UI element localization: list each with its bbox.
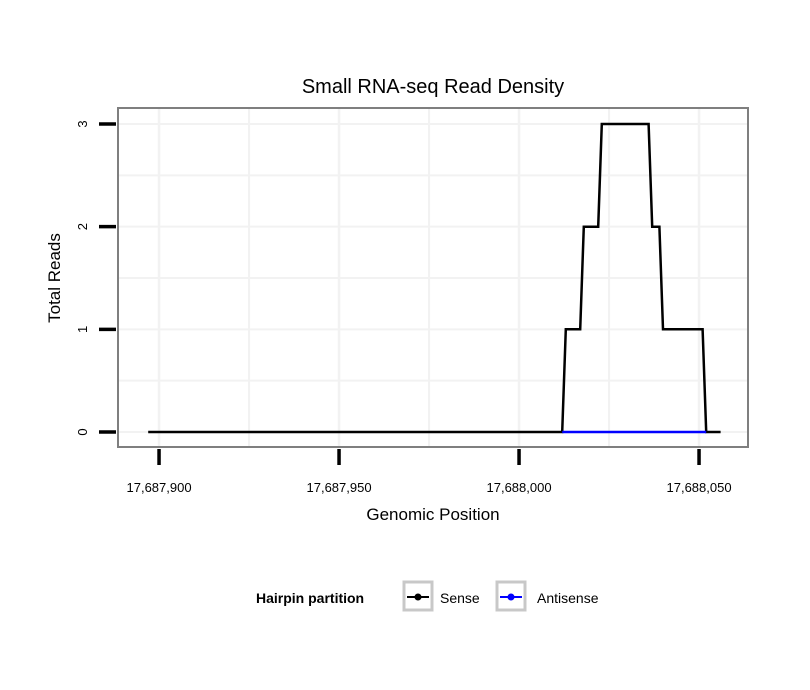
y-tick-label: 3 xyxy=(75,120,90,127)
x-axis: 17,687,900 17,687,950 17,688,000 17,688,050 xyxy=(127,449,732,495)
y-axis: 0 1 2 3 xyxy=(75,120,116,436)
y-tick-label: 0 xyxy=(75,428,90,435)
y-tick-label: 2 xyxy=(75,223,90,230)
grid xyxy=(118,108,748,447)
legend-label-sense: Sense xyxy=(440,590,480,606)
plot-border xyxy=(117,107,749,448)
chart-title: Small RNA-seq Read Density xyxy=(302,76,564,98)
legend-label-antisense: Antisense xyxy=(537,590,599,606)
legend: Hairpin partition Sense Antisense xyxy=(256,580,599,612)
legend-title: Hairpin partition xyxy=(256,590,364,606)
y-tick-label: 1 xyxy=(75,326,90,333)
legend-dot-antisense xyxy=(507,593,515,601)
x-tick-label: 17,687,950 xyxy=(307,480,372,495)
legend-dot-sense xyxy=(414,593,422,601)
x-tick-label: 17,688,050 xyxy=(667,480,732,495)
x-tick-label: 17,687,900 xyxy=(127,480,192,495)
x-tick-label: 17,688,000 xyxy=(487,480,552,495)
series-lines xyxy=(148,122,721,434)
x-axis-label: Genomic Position xyxy=(366,505,499,524)
y-axis-label: Total Reads xyxy=(45,233,64,323)
series-line-sense xyxy=(148,122,721,434)
